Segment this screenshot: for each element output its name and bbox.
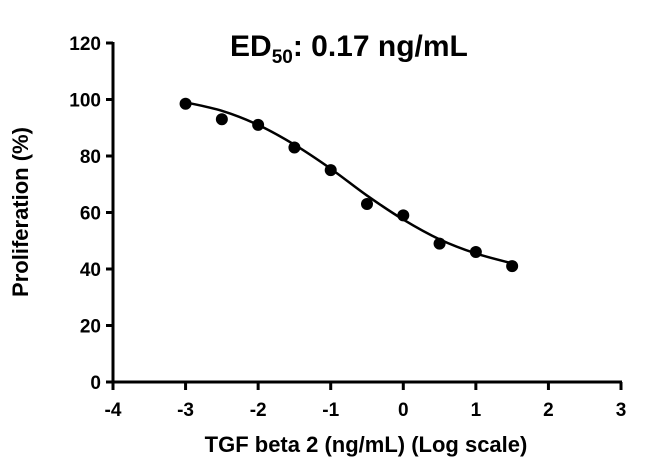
x-tick-label: 1: [471, 400, 482, 421]
chart-title-subscript: 50: [272, 47, 293, 68]
x-tick-label: -4: [105, 400, 122, 421]
fit-curve: [185, 101, 513, 265]
x-tick-label: -1: [322, 400, 339, 421]
x-tick-label: 0: [398, 400, 409, 421]
data-point: [288, 141, 301, 154]
data-point: [469, 246, 482, 259]
data-point: [252, 118, 265, 131]
y-axis-label: Proliferation (%): [8, 127, 33, 297]
data-point: [179, 97, 192, 110]
x-tick-label: -3: [177, 400, 194, 421]
data-point: [506, 260, 519, 273]
x-tick-label: 3: [616, 400, 627, 421]
y-tick-label: 120: [69, 34, 101, 55]
axes: 0 20 40 60 80 100 120 -4 -3 -2 -1 0 1 2 3: [69, 34, 626, 421]
data-point: [215, 113, 228, 126]
data-point: [324, 164, 337, 177]
y-tick-label: 40: [80, 260, 101, 281]
x-tick-label: 2: [543, 400, 554, 421]
data-point: [361, 198, 373, 211]
y-tick-label: 60: [80, 204, 101, 225]
x-axis-label: TGF beta 2 (ng/mL) (Log scale): [205, 432, 528, 457]
chart-title: ED50: 0.17 ng/mL: [230, 30, 468, 68]
data-point: [433, 237, 446, 250]
y-tick-label: 0: [90, 373, 101, 394]
y-tick-label: 80: [80, 147, 101, 168]
chart-title-rest: : 0.17 ng/mL: [293, 30, 468, 63]
x-tick-label: -2: [250, 400, 267, 421]
y-tick-label: 100: [69, 91, 101, 112]
chart-title-main: ED: [230, 30, 272, 63]
data-point: [397, 209, 410, 222]
fit-curve-group: [185, 101, 513, 265]
data-points-group: [179, 97, 519, 273]
y-tick-label: 20: [80, 317, 101, 338]
